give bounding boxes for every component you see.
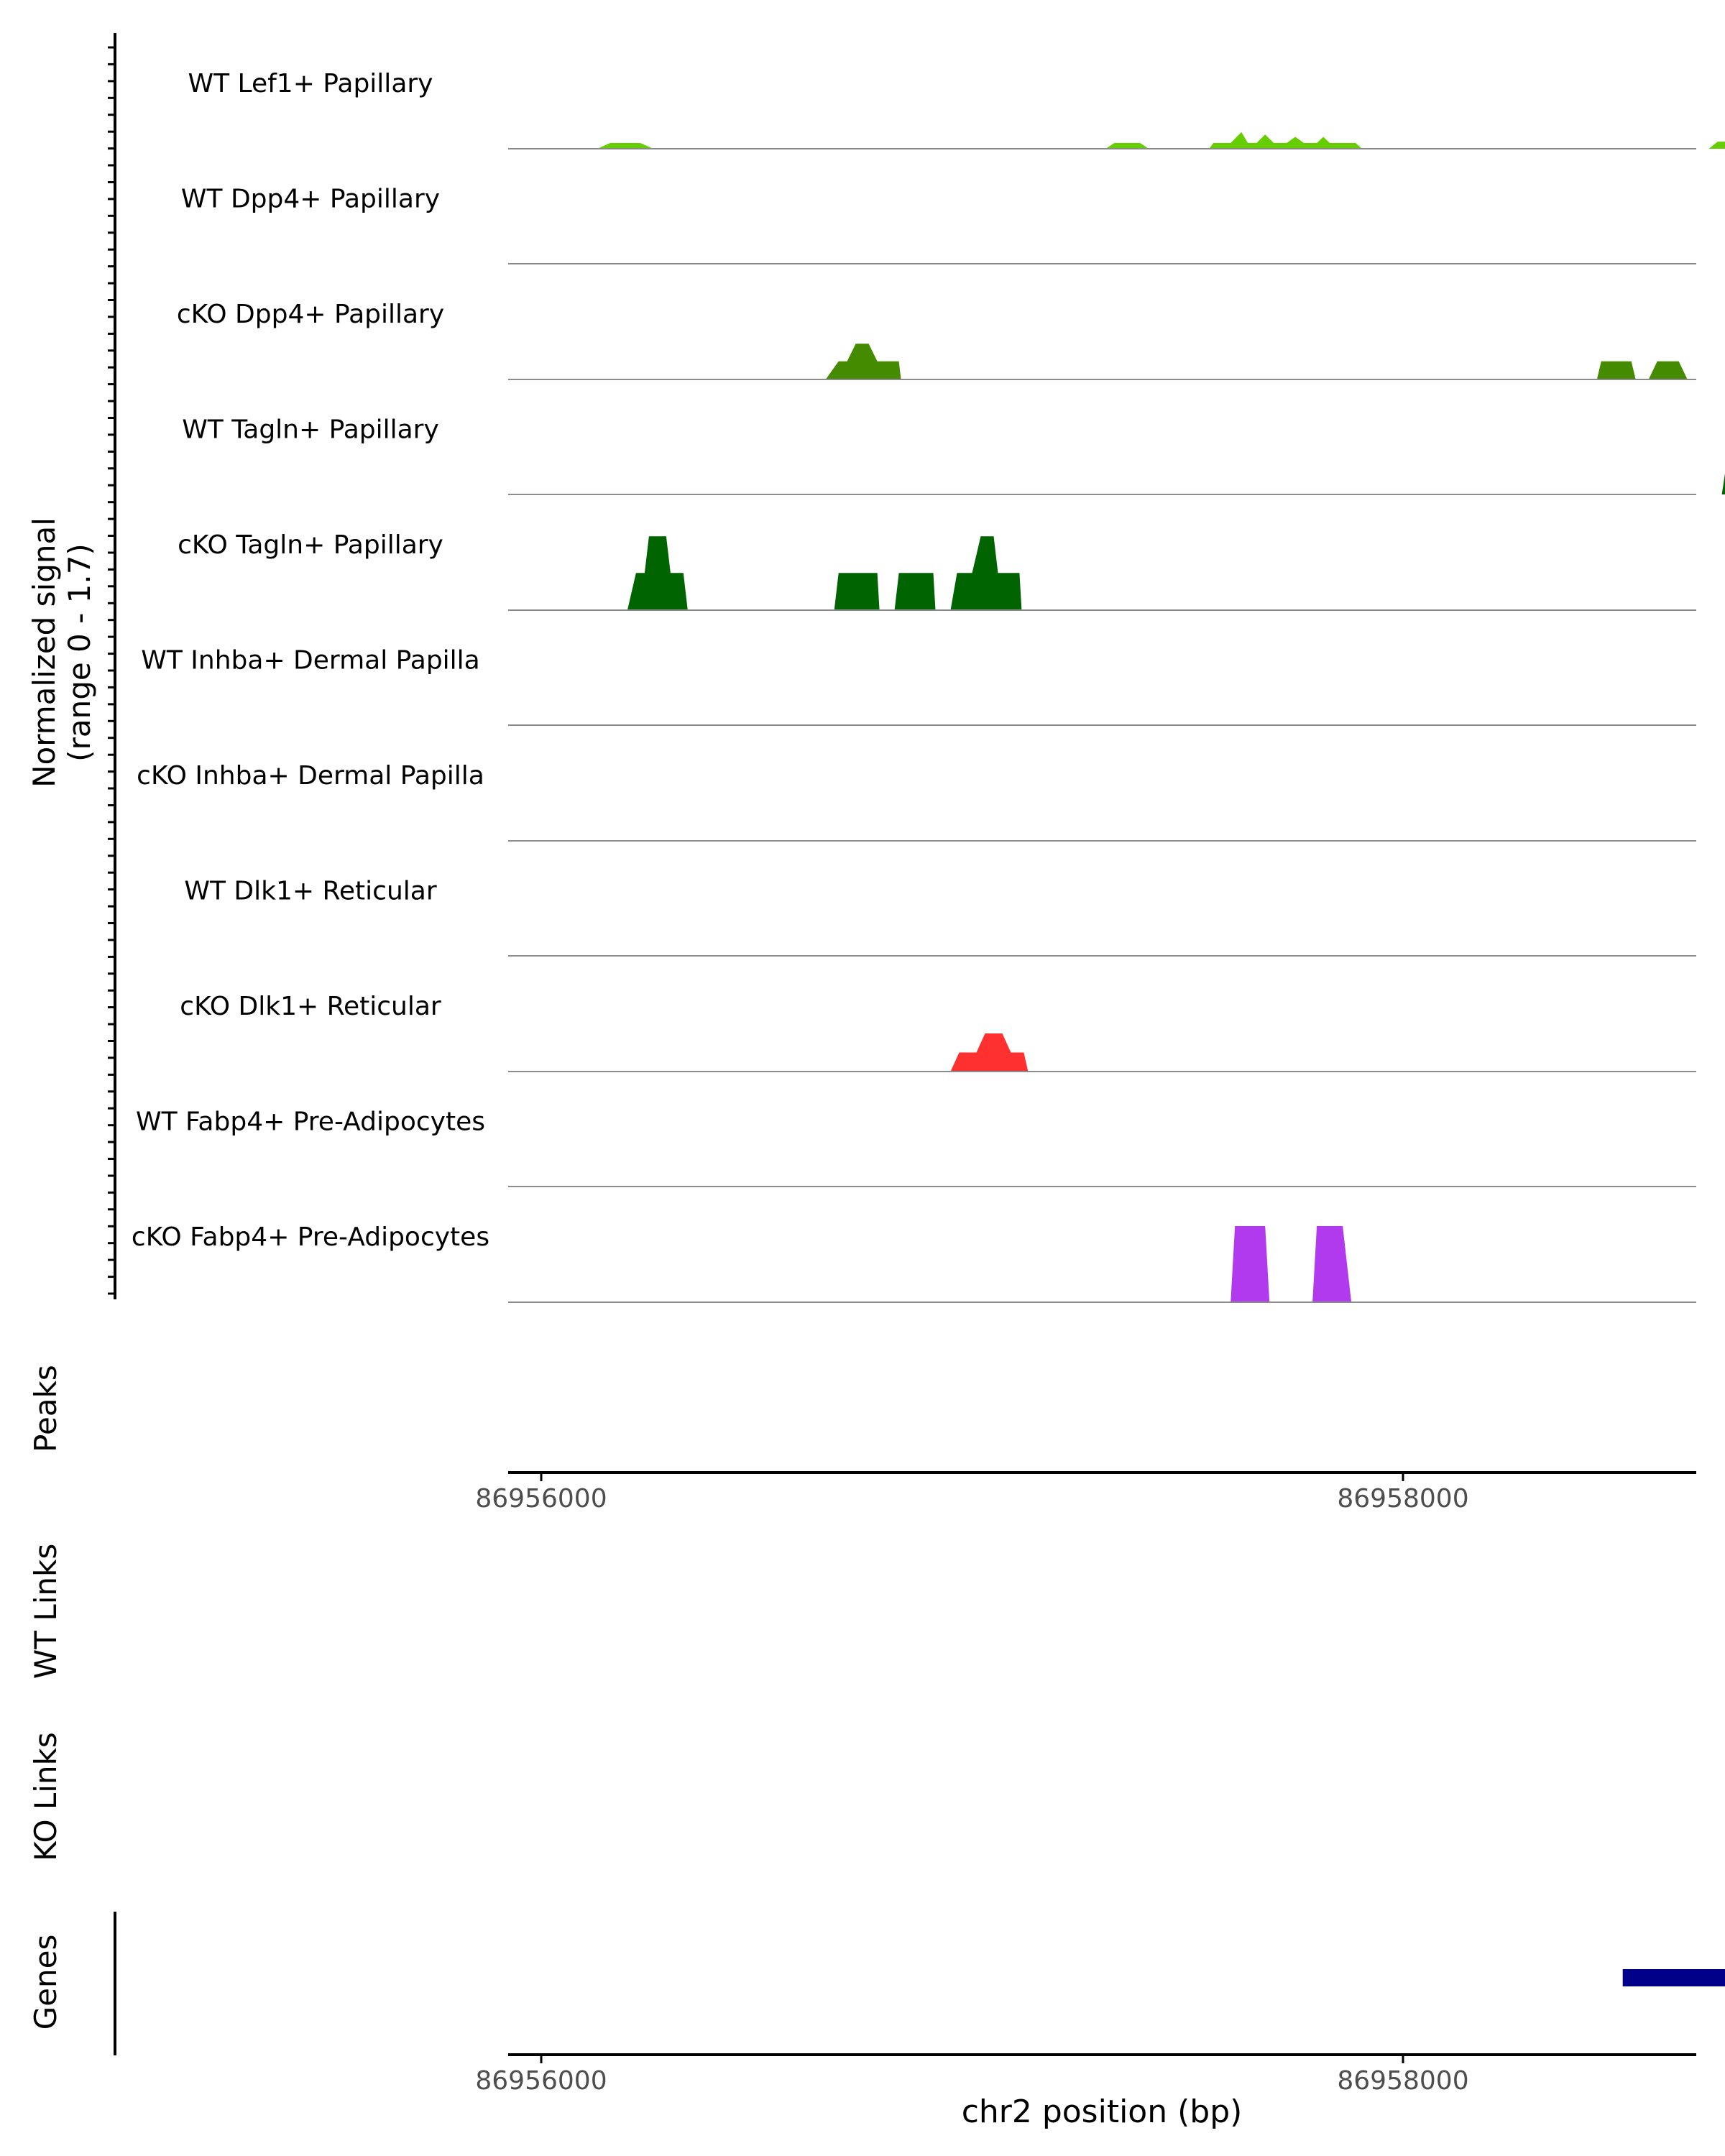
track-cko-tagln-papillary: cKO Tagln+ Papillary xyxy=(178,530,1696,611)
ko-links-panel-label: KO Links xyxy=(28,1732,63,1861)
track-cko-inhba-dermal-papilla: cKO Inhba+ Dermal Papilla xyxy=(137,761,1696,842)
track-cko-fabp4-pre-adipocytes: cKO Fabp4+ Pre-Adipocytes xyxy=(132,1222,1696,1303)
track-cko-dpp4-papillary: cKO Dpp4+ Papillary xyxy=(177,300,1696,380)
coverage-peak xyxy=(1596,361,1636,379)
x-tick-label: 86958000 xyxy=(1337,1484,1468,1514)
track-wt-dlk1-reticular: WT Dlk1+ Reticular xyxy=(184,877,1696,957)
track-wt-fabp4-pre-adipocytes: WT Fabp4+ Pre-Adipocytes xyxy=(136,1107,1696,1187)
coverage-tracks: WT Lef1+ Papillary WT Dpp4+ Papillary cKO … xyxy=(132,69,1725,1303)
gene-body xyxy=(1622,1969,1725,1986)
x-tick-label: 86958000 xyxy=(1337,2066,1468,2096)
coverage-peak xyxy=(834,573,880,610)
x-tick-label: 86956000 xyxy=(475,2066,607,2096)
coverage-peak xyxy=(1209,132,1362,149)
coverage-peak xyxy=(1648,361,1688,379)
x-tick-label: 86956000 xyxy=(475,1484,607,1514)
coverage-peak xyxy=(1708,142,1725,149)
coverage-peak xyxy=(1105,143,1149,149)
genes-x-axis: 86956000869580008696000086962000 xyxy=(475,2055,1469,2096)
gene-annotations: Olfr1099 xyxy=(1622,1969,1725,1986)
track-label: WT Lef1+ Papillary xyxy=(188,69,433,98)
genes-panel-label: Genes xyxy=(28,1935,63,2030)
signal-axis-title: Normalized signal xyxy=(27,517,62,788)
wt-links-panel-label: WT Links xyxy=(28,1544,63,1679)
track-label: cKO Tagln+ Papillary xyxy=(178,530,443,560)
coverage-peak xyxy=(825,344,901,379)
track-label: WT Dlk1+ Reticular xyxy=(184,877,436,906)
track-label: cKO Dlk1+ Reticular xyxy=(180,992,441,1021)
track-label: WT Fabp4+ Pre-Adipocytes xyxy=(136,1107,485,1137)
coverage-peak xyxy=(1312,1226,1352,1302)
coverage-peak xyxy=(597,143,653,149)
signal-y-axis-ticks xyxy=(108,46,115,1295)
track-label: cKO Fabp4+ Pre-Adipocytes xyxy=(132,1222,489,1252)
peaks-x-axis: 86956000869580008696000086962000 xyxy=(475,1473,1469,1514)
gene-olfr1099: Olfr1099 xyxy=(1622,1969,1725,1986)
peaks-panel-label: Peaks xyxy=(28,1365,63,1452)
coverage-peak xyxy=(950,536,1022,610)
coverage-peak xyxy=(1230,1226,1270,1302)
track-label: WT Dpp4+ Papillary xyxy=(181,185,440,214)
track-wt-inhba-dermal-papilla: WT Inhba+ Dermal Papilla xyxy=(141,646,1696,726)
track-label: cKO Inhba+ Dermal Papilla xyxy=(137,761,484,791)
coverage-peak xyxy=(1721,473,1725,494)
track-wt-tagln-papillary: WT Tagln+ Papillary xyxy=(182,415,1725,495)
track-wt-dpp4-papillary: WT Dpp4+ Papillary xyxy=(181,185,1696,264)
track-cko-dlk1-reticular: cKO Dlk1+ Reticular xyxy=(180,992,1696,1072)
track-label: WT Tagln+ Papillary xyxy=(182,415,439,445)
track-label: cKO Dpp4+ Papillary xyxy=(177,300,444,329)
coverage-peak xyxy=(627,536,688,610)
coverage-peak xyxy=(950,1033,1029,1072)
coverage-peak xyxy=(894,573,936,610)
track-label: WT Inhba+ Dermal Papilla xyxy=(141,646,479,676)
signal-y-axis xyxy=(108,33,116,1299)
signal-axis-range: (range 0 - 1.7) xyxy=(62,543,97,762)
track-wt-lef1-papillary: WT Lef1+ Papillary xyxy=(188,69,1725,149)
x-axis-title: chr2 position (bp) xyxy=(962,2093,1243,2130)
